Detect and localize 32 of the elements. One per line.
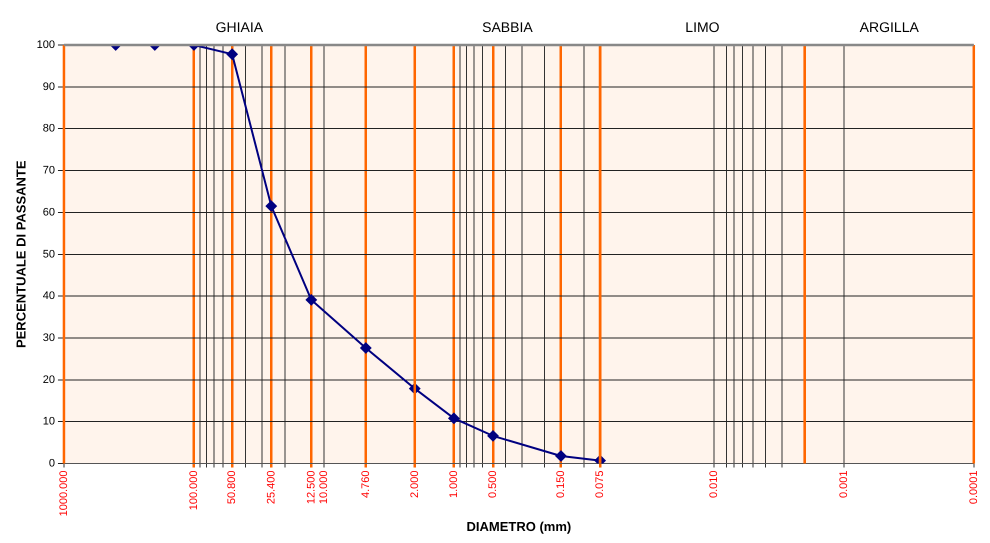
y-tick-label: 30: [42, 332, 55, 344]
y-tick-label: 10: [42, 416, 55, 428]
x-tick-label: 12.500: [305, 470, 318, 504]
y-axis-title: PERCENTUALE DI PASSANTE: [13, 160, 28, 348]
x-tick-label: 2.000: [408, 470, 421, 498]
band-label: GHIAIA: [216, 18, 264, 35]
band-label: ARGILLA: [860, 18, 920, 35]
x-tick-label: 25.400: [265, 470, 278, 504]
y-tick-label: 40: [42, 290, 55, 302]
x-tick-label: 0.0001: [968, 470, 980, 504]
y-tick-label: 20: [42, 374, 55, 386]
x-tick-label: 1000.000: [58, 470, 70, 516]
band-label: SABBIA: [482, 18, 534, 35]
y-tick-label: 80: [42, 122, 55, 135]
x-tick-label: 0.500: [487, 470, 500, 498]
x-tick-label: 0.150: [555, 470, 568, 498]
x-tick-label: 50.800: [226, 470, 238, 504]
band-label: LIMO: [685, 18, 720, 35]
y-tick-label: 50: [42, 248, 55, 260]
y-tick-label: 100: [36, 39, 55, 52]
x-tick-label: 100.000: [188, 470, 200, 510]
x-tick-label: 0.001: [838, 470, 850, 498]
y-tick-label: 90: [42, 80, 55, 93]
x-tick-label: 1.000: [448, 470, 460, 498]
x-axis-title: DIAMETRO (mm): [466, 518, 572, 534]
x-tick-label: 4.760: [360, 470, 372, 498]
y-tick-label: 0: [48, 458, 55, 470]
x-tick-label: 0.010: [708, 470, 720, 498]
x-tick-label: 10.000: [318, 470, 330, 504]
x-tick-label: 0.075: [594, 470, 606, 498]
y-tick-label: 60: [42, 206, 55, 218]
y-tick-label: 70: [42, 164, 55, 177]
